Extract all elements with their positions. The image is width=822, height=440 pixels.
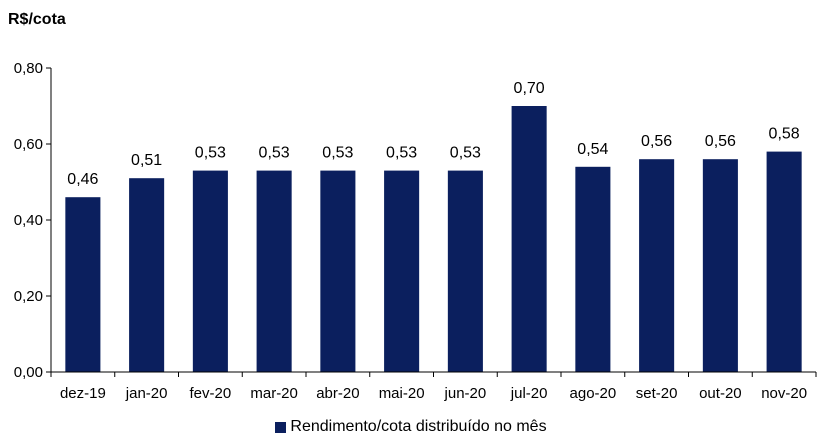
- data-label: 0,53: [195, 145, 226, 162]
- bar: [766, 151, 802, 372]
- data-label: 0,56: [641, 133, 672, 150]
- bar: [575, 166, 611, 372]
- x-tick-label: mar-20: [250, 385, 298, 402]
- x-tick-label: abr-20: [316, 385, 359, 402]
- data-label: 0,53: [450, 145, 481, 162]
- bar: [511, 106, 547, 372]
- bar: [702, 159, 738, 372]
- data-label: 0,70: [514, 80, 545, 97]
- y-axis-title: R$/cota: [8, 11, 66, 28]
- x-tick-label: set-20: [636, 385, 678, 402]
- bar: [256, 170, 292, 372]
- x-tick-label: jul-20: [510, 385, 548, 402]
- data-label: 0,54: [577, 141, 608, 158]
- legend-label: Rendimento/cota distribuído no mês: [290, 418, 547, 435]
- data-label: 0,53: [386, 145, 417, 162]
- y-tick-label: 0,20: [14, 288, 43, 305]
- x-tick-label: out-20: [699, 385, 742, 402]
- x-tick-label: fev-20: [190, 385, 232, 402]
- bar: [320, 170, 356, 372]
- y-axis: 0,00 0,20 0,40 0,60 0,80: [14, 60, 51, 381]
- x-tick-label: ago-20: [570, 385, 617, 402]
- bar: [447, 170, 483, 372]
- x-tick-label: mai-20: [379, 385, 425, 402]
- data-label: 0,46: [67, 171, 98, 188]
- x-axis: dez-19 jan-20 fev-20 mar-20 abr-20 mai-20 jun-…: [50, 372, 817, 402]
- bar: [639, 159, 675, 372]
- x-tick-label: dez-19: [60, 385, 106, 402]
- data-labels-group: 0,46 0,51 0,53 0,53 0,53 0,53 0,53 0,70 0,54 0,56…: [67, 80, 799, 188]
- bar: [192, 170, 228, 372]
- y-tick-label: 0,40: [14, 212, 43, 229]
- data-label: 0,51: [131, 152, 162, 169]
- y-tick-label: 0,60: [14, 136, 43, 153]
- bar: [65, 197, 101, 372]
- x-tick-label: jun-20: [444, 385, 487, 402]
- data-label: 0,53: [322, 145, 353, 162]
- x-tick-label: nov-20: [761, 385, 807, 402]
- legend-swatch: [275, 421, 287, 433]
- data-label: 0,58: [769, 126, 800, 143]
- legend: Rendimento/cota distribuído no mês: [0, 418, 822, 436]
- bar: [129, 178, 165, 372]
- data-label: 0,56: [705, 133, 736, 150]
- y-tick-label: 0,80: [14, 60, 43, 77]
- data-label: 0,53: [259, 145, 290, 162]
- bars-group: [65, 106, 802, 372]
- y-tick-label: 0,00: [14, 364, 43, 381]
- bar: [384, 170, 420, 372]
- x-tick-label: jan-20: [125, 385, 168, 402]
